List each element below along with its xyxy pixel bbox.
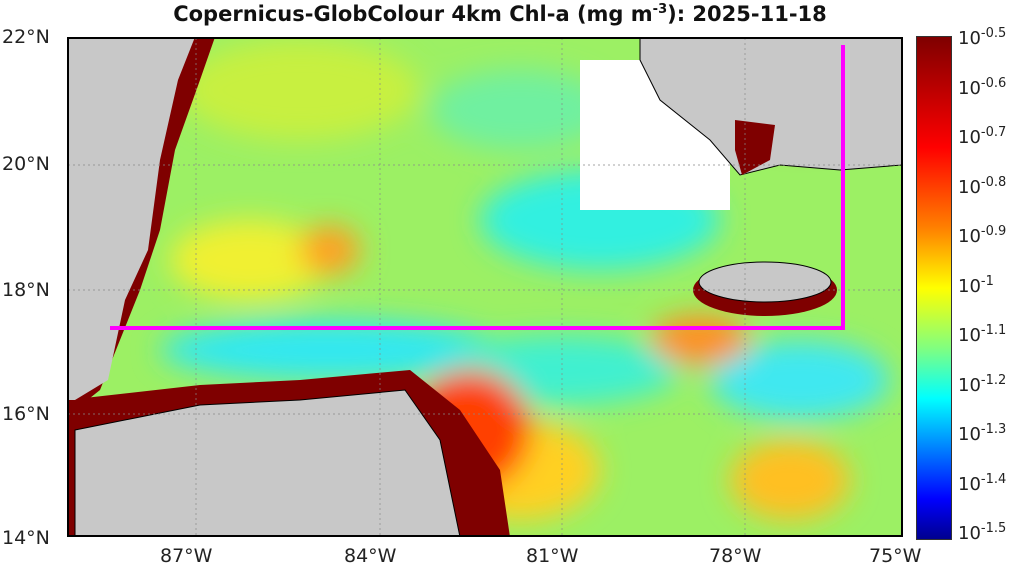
colorbar-tick-label: 10-0.8: [958, 174, 1007, 198]
colorbar-tick-label: 10-1.1: [958, 323, 1007, 346]
colorbar-tick-label: 10-0.9: [958, 224, 1007, 247]
colorbar-tick-label: 10-0.6: [958, 75, 1007, 99]
colorbar-tick-label: 10-0.5: [958, 26, 1007, 49]
colorbar-tick-label: 10-1.3: [958, 422, 1007, 445]
lat-label: 20°N: [2, 153, 50, 175]
lat-label: 18°N: [2, 279, 50, 301]
colorbar-tick-label: 10-1.4: [958, 471, 1007, 495]
lon-label: 75°W: [869, 545, 922, 567]
lat-label: 14°N: [2, 527, 50, 549]
transect-line: [110, 45, 845, 330]
lon-label: 87°W: [160, 545, 213, 567]
lon-label: 78°W: [709, 545, 762, 567]
colorbar-tick-label: 10-1: [958, 273, 994, 297]
lat-label: 22°N: [2, 26, 50, 48]
land-cuba: [639, 38, 902, 176]
map-frame: [67, 37, 903, 537]
land-yucatan: [68, 38, 195, 400]
lon-label: 81°W: [526, 545, 579, 567]
land-honduras: [74, 389, 461, 536]
lat-label: 16°N: [2, 403, 50, 425]
colorbar-tick-label: 10-0.7: [958, 125, 1007, 148]
map-title: Copernicus-GlobColour 4km Chl-a (mg m-3)…: [173, 2, 827, 26]
colorbar: [916, 36, 952, 540]
land-jamaica: [698, 261, 832, 303]
chlorophyll-field: [68, 38, 902, 536]
colorbar-tick-label: 10-1.2: [958, 372, 1007, 396]
lon-label: 84°W: [344, 545, 397, 567]
colorbar-tick-label: 10-1.5: [958, 521, 1007, 544]
